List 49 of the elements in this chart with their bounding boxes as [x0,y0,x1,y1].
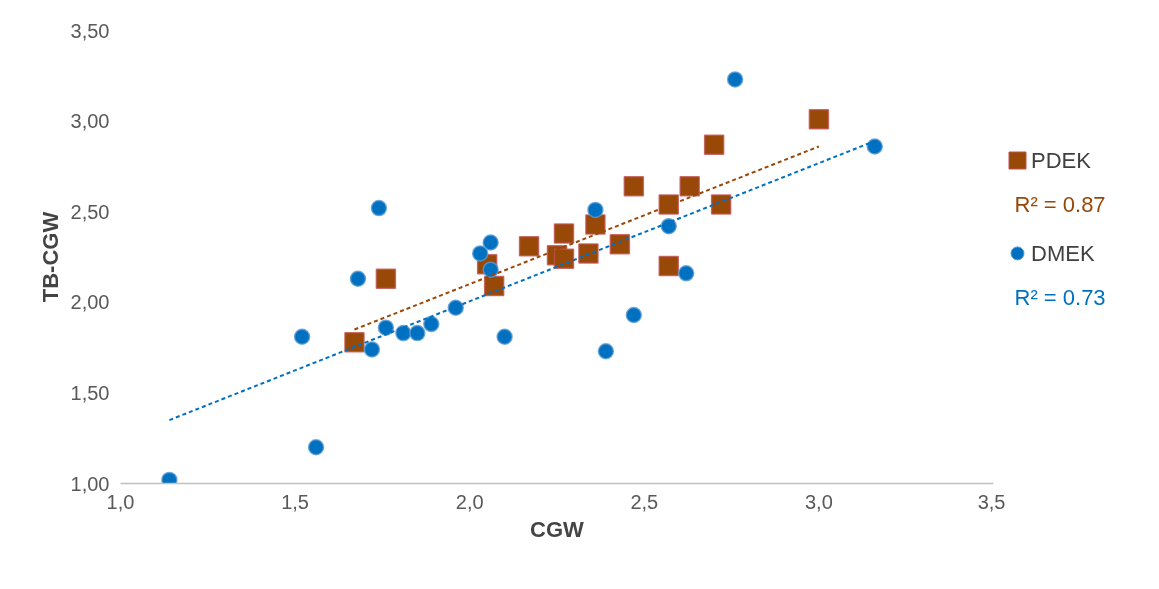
point [578,243,599,264]
y-tick-label: 1,50 [70,381,110,404]
y-axis-title: TB-CGW [37,211,63,303]
point [409,324,426,342]
point [679,176,700,197]
point [677,265,695,282]
legend-label: DMEK [1031,240,1095,266]
x-tick-label: 3,5 [977,490,1006,513]
y-tick-label: 3,00 [70,110,110,133]
x-tick-label: 2,0 [455,490,484,513]
y-tick-label: 3,50 [70,19,110,42]
point [377,319,395,336]
point [471,245,489,262]
point [518,235,540,257]
point [597,342,615,360]
point [660,217,677,235]
text: R² = 0.87 [1014,192,1106,218]
point [553,223,575,244]
point [349,270,367,287]
x-tick-label: 2,5 [630,490,659,513]
point [866,138,884,155]
x-tick-label: 3,0 [805,490,833,513]
point [623,176,645,197]
point [808,109,830,130]
text: R² = 0.73 [1014,285,1106,311]
point [658,194,679,215]
point [710,194,732,215]
point [423,315,440,333]
point [447,299,464,316]
point [587,201,604,219]
x-axis-title: CGW [530,516,585,542]
y-tick-label: 2,50 [70,200,110,223]
y-tick-label: 2,00 [70,291,110,314]
point [375,268,397,289]
point [307,439,325,456]
point [363,341,381,358]
point [370,199,388,217]
point [482,234,499,251]
point [703,134,725,155]
x-tick-label: 1,5 [281,490,310,513]
point [585,214,606,235]
point [609,234,631,255]
point [344,331,365,353]
point [496,328,513,345]
point [726,71,744,88]
point [293,328,311,345]
point [658,255,679,277]
point [625,306,643,324]
legend-label: PDEK [1031,148,1092,174]
